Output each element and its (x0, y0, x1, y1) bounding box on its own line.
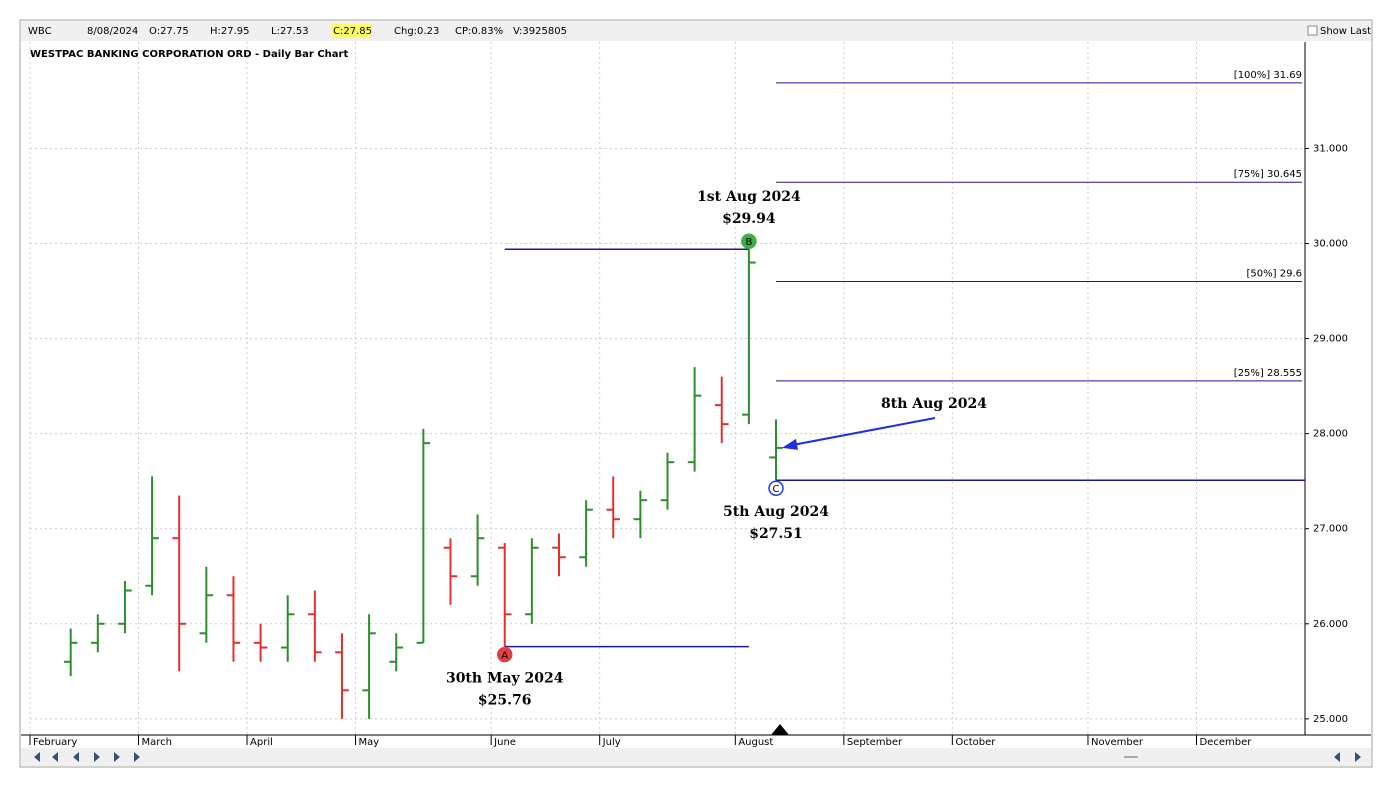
frame (19, 19, 1373, 768)
change: Chg:0.23 (394, 26, 439, 37)
x-tick-label: August (738, 737, 773, 748)
y-tick-label: 28.000 (1313, 429, 1348, 440)
y-tick-label: 27.000 (1313, 524, 1348, 535)
pivot-date: 5th Aug 2024 (723, 504, 829, 520)
current-marker (771, 724, 789, 735)
note-arrowhead (782, 438, 799, 450)
date: 8/08/2024 (87, 26, 138, 37)
change-percent: CP:0.83% (455, 26, 503, 37)
y-tick-label: 26.000 (1313, 619, 1348, 630)
pivot-marker (768, 480, 784, 496)
y-tick-label: 31.000 (1313, 143, 1348, 154)
fib-label: [100%] 31.69 (1234, 70, 1302, 81)
chart-title: WESTPAC BANKING CORPORATION ORD - Daily … (30, 49, 348, 60)
y-tick-label: 25.000 (1313, 714, 1348, 725)
nav-buttons[interactable] (34, 752, 1361, 762)
x-tick-label: September (847, 737, 903, 748)
y-tick-label: 29.000 (1313, 334, 1348, 345)
note: 8th Aug 2024 (881, 396, 987, 412)
pivot-marker (741, 233, 757, 249)
open: O:27.75 (149, 26, 189, 37)
symbol: WBC (28, 26, 52, 37)
show-last-checkbox[interactable] (1307, 25, 1318, 36)
pivot-price: $25.76 (478, 693, 532, 709)
x-tick-label: November (1091, 737, 1144, 748)
close-highlight (331, 24, 372, 38)
x-tick-label: July (602, 737, 621, 748)
pivot-price: $29.94 (722, 211, 776, 227)
low: L:27.53 (271, 26, 309, 37)
x-tick-label: March (142, 737, 172, 748)
fib-label: [50%] 29.6 (1247, 269, 1302, 280)
x-tick-label: April (250, 737, 273, 748)
x-tick-label: October (955, 737, 996, 748)
y-tick-label: 30.000 (1313, 239, 1348, 250)
x-tick-label: May (359, 737, 380, 748)
x-tick-label: June (493, 737, 516, 748)
pivot-letter: C (773, 484, 780, 495)
volume: V:3925805 (513, 26, 567, 37)
pivot-letter: A (501, 651, 508, 662)
x-tick-label: December (1199, 737, 1252, 748)
fib-label: [75%] 30.645 (1234, 169, 1302, 180)
nav-bar (21, 748, 1371, 766)
show-last[interactable]: Show Last (1320, 26, 1371, 37)
pivot-date: 30th May 2024 (446, 671, 564, 687)
x-tick-label: February (33, 737, 77, 748)
pivot-marker (496, 646, 513, 663)
fib-label: [25%] 28.555 (1234, 368, 1302, 379)
note-arrow (787, 417, 936, 447)
pivot-date: 1st Aug 2024 (697, 189, 801, 205)
high: H:27.95 (210, 26, 250, 37)
pivot-price: $27.51 (749, 526, 803, 542)
close: C:27.85 (333, 26, 372, 37)
pivot-letter: B (745, 237, 752, 248)
